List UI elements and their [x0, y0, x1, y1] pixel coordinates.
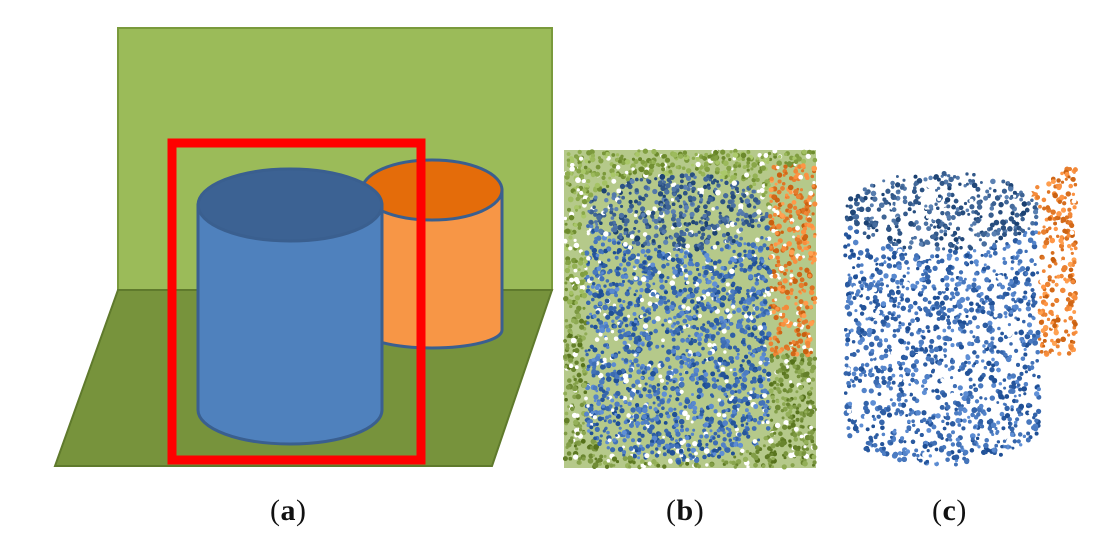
selection-box — [167, 138, 426, 465]
blue-cylinder-top — [196, 167, 384, 243]
panel-c-points — [843, 166, 1078, 467]
panel-b-point-cloud — [562, 148, 818, 470]
orange-cylinder — [360, 158, 504, 350]
caption-c: (c) — [932, 494, 967, 527]
caption-a: (a) — [270, 494, 307, 527]
panel-c-segmented-cloud — [843, 166, 1078, 467]
panel-a-scene — [53, 27, 554, 467]
blue-cylinder — [196, 167, 384, 446]
caption-b: (b) — [666, 494, 705, 527]
panel-b-points — [562, 148, 818, 470]
